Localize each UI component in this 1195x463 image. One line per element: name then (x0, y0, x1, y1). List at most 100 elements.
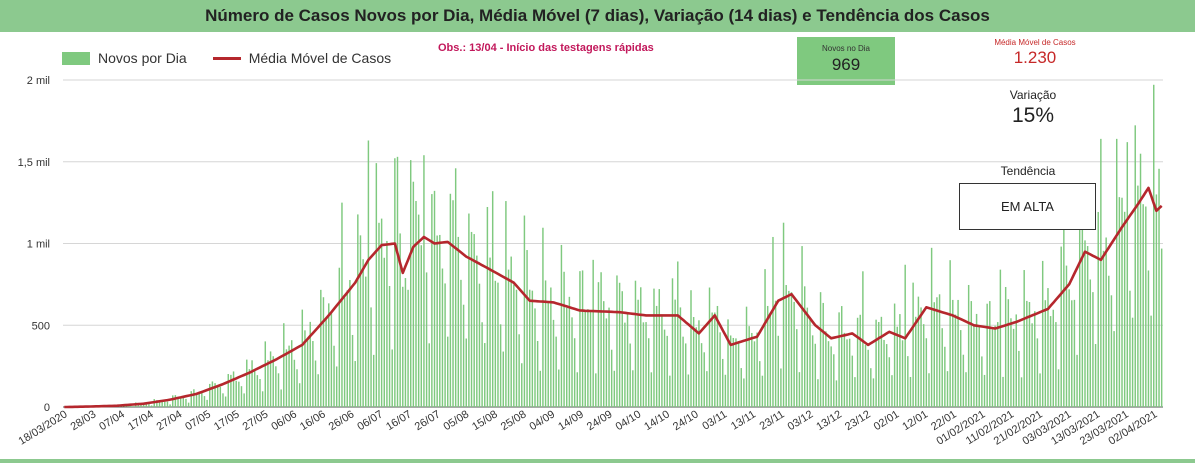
daily-bar (354, 361, 356, 407)
daily-bar (378, 222, 380, 407)
legend-bar-swatch (62, 51, 90, 65)
daily-bar (772, 236, 774, 407)
daily-bar (687, 374, 690, 407)
daily-bar (246, 359, 248, 407)
daily-bar (679, 307, 682, 407)
daily-bar (539, 370, 542, 407)
daily-bar (132, 406, 134, 407)
daily-bar (201, 392, 203, 407)
daily-bar (962, 354, 965, 407)
daily-bar (224, 396, 227, 407)
daily-bar (1150, 315, 1152, 407)
daily-bar (1039, 373, 1041, 407)
daily-bar (280, 389, 282, 407)
daily-bar (394, 158, 396, 407)
daily-bar (510, 256, 512, 407)
daily-bar (856, 317, 859, 407)
daily-bar (716, 305, 719, 407)
daily-bar (920, 307, 922, 407)
daily-bar (1007, 299, 1010, 407)
daily-bar (1047, 288, 1049, 407)
daily-bar (745, 306, 748, 407)
x-tick-label: 16/06 (298, 408, 328, 433)
daily-bar (565, 307, 568, 407)
legend-bar-label: Novos por Dia (98, 50, 187, 66)
daily-bar (883, 339, 885, 407)
daily-bar (727, 319, 729, 407)
daily-bar (140, 403, 142, 407)
daily-bar (785, 285, 787, 407)
daily-bar (632, 370, 634, 407)
daily-bar (759, 361, 761, 407)
daily-bar (158, 400, 161, 407)
daily-bar (431, 194, 433, 407)
x-tick-label: 28/03 (69, 408, 99, 433)
daily-bar (859, 314, 861, 407)
daily-bar (1134, 125, 1136, 407)
daily-bar (1145, 206, 1147, 407)
daily-bar (391, 349, 393, 407)
daily-bar (423, 155, 425, 407)
daily-bar (444, 283, 446, 407)
daily-bar (1110, 295, 1113, 407)
daily-bar (835, 380, 838, 407)
daily-bar (169, 404, 171, 407)
y-tick-label: 2 mil (27, 75, 50, 87)
daily-bar (735, 338, 737, 407)
daily-bar (666, 335, 668, 407)
daily-bar (1084, 240, 1086, 407)
daily-bar (1160, 248, 1163, 407)
daily-bar (978, 327, 980, 407)
daily-bar (780, 368, 782, 407)
daily-bar (1126, 142, 1129, 407)
x-tick-label: 14/10 (642, 408, 672, 433)
daily-bar (1071, 300, 1073, 407)
daily-bar (991, 329, 994, 407)
daily-bar (600, 272, 602, 407)
daily-bar (267, 360, 269, 407)
daily-bar (825, 331, 827, 407)
daily-bar (1036, 338, 1039, 407)
daily-bar (872, 378, 875, 407)
trend-box: EM ALTA (959, 183, 1096, 230)
daily-bar (925, 338, 928, 407)
legend-line-label: Média Móvel de Casos (248, 50, 392, 66)
daily-bar (150, 405, 153, 407)
daily-bar (209, 383, 211, 407)
daily-bar (811, 335, 814, 407)
daily-bar (952, 299, 954, 407)
daily-bar (840, 306, 843, 407)
daily-bar (1147, 270, 1150, 407)
daily-bar (1131, 317, 1134, 407)
daily-bar (306, 338, 309, 407)
daily-bar (232, 371, 235, 407)
daily-bar (195, 393, 198, 407)
daily-bar (830, 346, 832, 407)
daily-bar (568, 296, 571, 407)
daily-bar (949, 260, 951, 407)
daily-bar (259, 379, 261, 407)
daily-bar (317, 374, 319, 407)
daily-bar (637, 299, 639, 407)
daily-bar (719, 332, 721, 407)
daily-bar (616, 275, 618, 407)
daily-bar (732, 337, 735, 407)
daily-bar (386, 240, 388, 407)
daily-bar (320, 289, 322, 407)
daily-bar (647, 338, 650, 407)
x-tick-label: 12/01 (900, 408, 930, 433)
daily-bar (290, 340, 293, 407)
daily-bar (449, 193, 452, 407)
daily-bar (1092, 292, 1094, 407)
daily-bar (912, 282, 914, 407)
daily-bar (1123, 211, 1126, 407)
daily-bar (433, 190, 436, 407)
daily-bar (790, 292, 793, 407)
x-tick-label: 23/11 (758, 408, 787, 432)
x-tick-label: 17/04 (126, 408, 156, 433)
chart-title: Número de Casos Novos por Dia, Média Móv… (0, 0, 1195, 32)
daily-bar (296, 369, 298, 407)
daily-bar (1076, 354, 1078, 407)
daily-bar (1155, 194, 1158, 407)
daily-bar (166, 401, 169, 407)
